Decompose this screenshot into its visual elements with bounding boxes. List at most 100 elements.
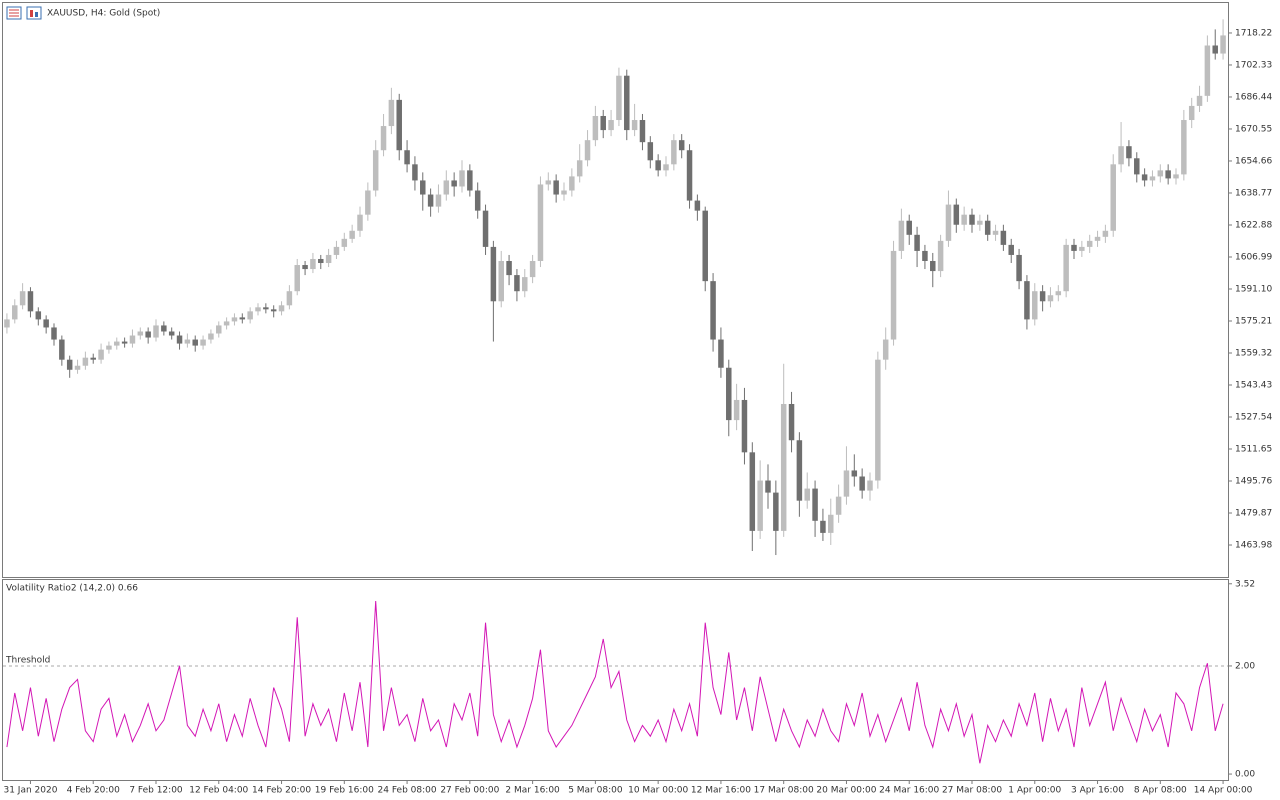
candle-body <box>828 514 834 533</box>
y-tick-label: 1511.65 <box>1235 445 1272 455</box>
candle-body <box>459 170 465 187</box>
candle-body <box>1032 291 1038 320</box>
candle-body <box>357 214 363 231</box>
candle-body <box>663 164 669 171</box>
candle-body <box>192 339 198 346</box>
x-tick-label: 14 Apr 00:00 <box>1194 786 1253 796</box>
y-tick-label: 1606.99 <box>1235 252 1272 262</box>
candle-body <box>1102 230 1109 237</box>
candle-body <box>498 260 504 302</box>
candle-body <box>1181 120 1187 175</box>
candle-body <box>451 180 457 187</box>
candle-body <box>1173 174 1179 179</box>
candle-body <box>490 246 497 302</box>
x-tick-label: 2 Mar 16:00 <box>505 786 560 796</box>
candle-body <box>255 307 261 312</box>
candle-body <box>843 470 850 497</box>
y-tick-label: 1463.98 <box>1235 541 1272 551</box>
candle-body <box>216 325 222 334</box>
candle-body <box>608 120 614 131</box>
candle-body <box>1071 244 1077 251</box>
candle-body <box>98 349 104 360</box>
candle-body <box>726 367 732 421</box>
candle-body <box>1149 176 1156 181</box>
candle-body <box>961 214 967 225</box>
candle-body <box>898 220 905 251</box>
candle-body <box>200 339 206 346</box>
candle-body <box>875 359 881 481</box>
candle-body <box>1188 105 1195 121</box>
y-tick-label: 1638.77 <box>1235 188 1272 198</box>
candle-body <box>529 260 536 278</box>
candle-body <box>631 120 638 131</box>
candle-body <box>19 291 26 306</box>
candle-body <box>678 140 685 151</box>
candle-body <box>310 258 316 270</box>
candle-body <box>969 214 975 225</box>
candle-body <box>553 180 559 195</box>
candle-body <box>467 170 473 191</box>
candle-body <box>647 142 654 161</box>
candle-body <box>686 150 693 201</box>
candle-body <box>168 331 175 336</box>
candle-body <box>1165 170 1171 179</box>
y-tick-label: 1654.66 <box>1235 156 1272 166</box>
y-tick-label: 0.00 <box>1235 770 1255 780</box>
x-tick-label: 12 Mar 16:00 <box>691 786 751 796</box>
candle-body <box>82 357 89 366</box>
candle-body <box>1220 35 1226 54</box>
candle-body <box>710 281 716 340</box>
candle-body <box>1118 146 1124 165</box>
candle-body <box>890 250 897 340</box>
x-tick-label: 5 Mar 08:00 <box>568 786 623 796</box>
candle-body <box>600 115 606 131</box>
indicator-title: Volatility Ratio2 (14,2.0) 0.66 <box>6 584 138 594</box>
candle-body <box>59 339 65 360</box>
candle-body <box>953 204 960 225</box>
candle-body <box>694 200 701 211</box>
icon <box>26 6 42 20</box>
chart-title: XAUUSD, H4: Gold (Spot) <box>47 9 160 19</box>
candle-body <box>616 75 622 121</box>
candle-body <box>1110 164 1116 231</box>
y-tick-label: 1543.43 <box>1235 381 1272 391</box>
candle-body <box>1094 236 1101 241</box>
candle-body <box>1047 295 1054 302</box>
candle-body <box>239 317 246 320</box>
candle-body <box>569 176 575 191</box>
y-tick-label: 1670.55 <box>1235 124 1272 134</box>
candle-body <box>624 75 630 131</box>
candle-body <box>992 230 999 235</box>
candle-body <box>482 210 489 247</box>
candle-body <box>765 480 771 493</box>
candle-body <box>318 258 324 264</box>
candle-body <box>576 160 583 177</box>
candle-body <box>365 190 371 215</box>
candle-body <box>937 240 944 272</box>
candle-body <box>302 265 308 270</box>
candle-body <box>796 440 803 501</box>
candle-body <box>153 325 159 338</box>
candle-body <box>66 359 73 370</box>
candle-body <box>43 319 49 328</box>
candle-body <box>427 194 434 207</box>
candle-body <box>372 150 379 191</box>
candle-body <box>804 488 810 501</box>
candle-body <box>1134 158 1140 175</box>
candle-body <box>90 357 96 360</box>
x-tick-label: 1 Apr 00:00 <box>1008 786 1061 796</box>
candle-body <box>741 399 748 453</box>
candle-body <box>820 520 826 533</box>
indicator-line <box>6 601 1224 764</box>
candle-body <box>867 480 873 491</box>
candle-body <box>584 140 591 161</box>
candle-body <box>545 180 552 185</box>
icon <box>35 12 38 17</box>
candle-body <box>474 190 481 211</box>
x-tick-label: 10 Mar 00:00 <box>628 786 688 796</box>
candle-body <box>263 307 269 310</box>
candle-body <box>537 184 544 261</box>
x-tick-label: 3 Apr 16:00 <box>1071 786 1124 796</box>
candle-body <box>930 260 936 272</box>
candle-body <box>922 250 928 261</box>
